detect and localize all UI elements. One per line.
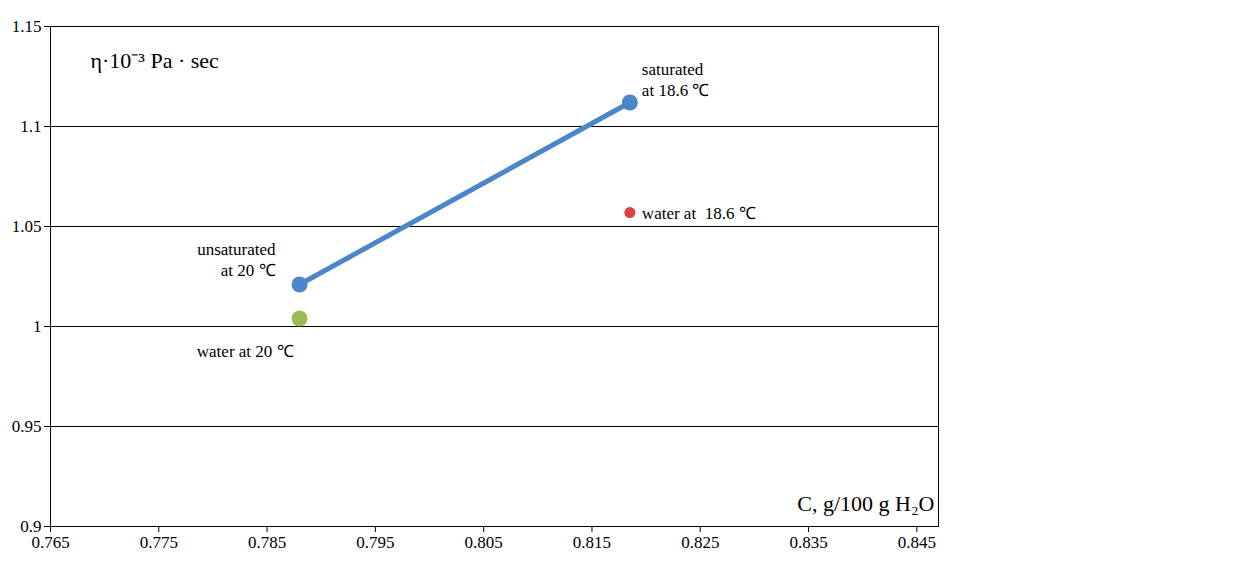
- svg-text:0.795: 0.795: [356, 533, 394, 552]
- svg-text:0.835: 0.835: [789, 533, 827, 552]
- svg-text:0.805: 0.805: [465, 533, 503, 552]
- svg-text:0.825: 0.825: [681, 533, 719, 552]
- svg-text:saturatedat 18.6 ℃: saturatedat 18.6 ℃: [642, 60, 710, 100]
- svg-text:0.9: 0.9: [20, 516, 42, 536]
- svg-text:η·10⁻³ Pa · sec: η·10⁻³ Pa · sec: [91, 48, 220, 73]
- svg-text:0.785: 0.785: [248, 533, 286, 552]
- svg-text:1.1: 1.1: [20, 117, 41, 136]
- svg-text:C, g/100 g H₂O: C, g/100 g H₂O: [797, 491, 934, 516]
- svg-text:1.05: 1.05: [12, 217, 42, 236]
- svg-text:unsaturatedat 20 ℃: unsaturatedat 20 ℃: [197, 240, 276, 280]
- svg-text:0.95: 0.95: [12, 417, 42, 436]
- svg-text:water at 18.6 ℃: water at 18.6 ℃: [642, 204, 756, 223]
- svg-text:0.845: 0.845: [898, 533, 936, 552]
- svg-text:water at 20 ℃: water at 20 ℃: [197, 342, 294, 361]
- svg-text:1.15: 1.15: [12, 17, 42, 36]
- svg-text:0.765: 0.765: [31, 533, 69, 552]
- svg-text:0.775: 0.775: [140, 533, 178, 552]
- svg-text:0.815: 0.815: [573, 533, 611, 552]
- svg-text:1: 1: [33, 317, 42, 336]
